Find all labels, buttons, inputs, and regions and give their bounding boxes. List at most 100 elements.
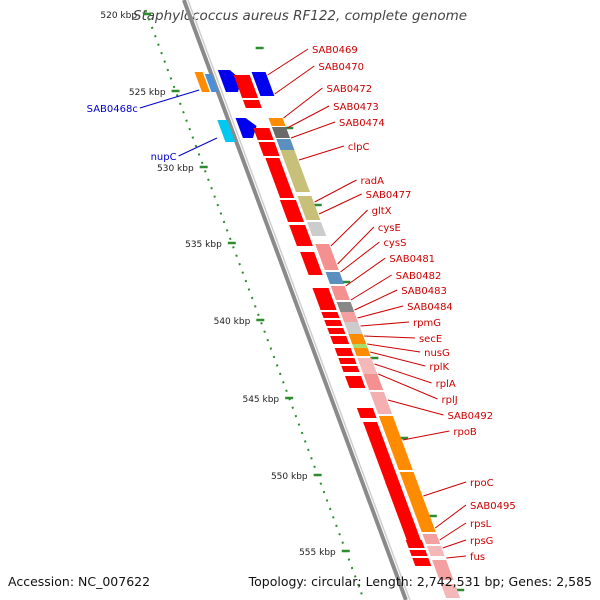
genome-summary: Topology: circular; Length: 2,742,531 bp… xyxy=(248,574,592,589)
reverse-gene-block xyxy=(194,72,210,92)
forward-gene-leader xyxy=(357,305,404,319)
forward-gene-label: SAB0495 xyxy=(470,501,516,512)
forward-gene-block xyxy=(300,252,323,275)
forward-gene-arrow xyxy=(405,540,425,548)
forward-gene-leader xyxy=(337,226,375,265)
forward-gene-leader xyxy=(354,289,398,311)
forward-gene-label: rpmG xyxy=(413,318,441,329)
reverse-gene-block xyxy=(217,120,236,142)
forward-gene-label: SAB0477 xyxy=(366,190,412,201)
genome-backbone xyxy=(182,0,408,600)
forward-gene-block xyxy=(251,72,275,96)
forward-gene-block xyxy=(265,158,295,198)
ruler-label: 555 kbp xyxy=(299,548,336,558)
forward-gene-block xyxy=(363,374,384,390)
forward-gene-leader xyxy=(290,121,336,139)
forward-gene-label: secE xyxy=(419,334,442,345)
forward-gene-block xyxy=(353,348,371,356)
forward-gene-block xyxy=(399,472,436,532)
forward-gene-leader xyxy=(330,209,368,247)
forward-gene-arrow xyxy=(409,550,428,556)
forward-gene-label: fus xyxy=(470,552,485,563)
forward-gene-leader xyxy=(360,321,410,327)
reverse-gene-label: nupC xyxy=(151,152,177,163)
forward-gene-label: SAB0482 xyxy=(396,271,442,282)
forward-gene-label: SAB0483 xyxy=(401,286,447,297)
ruler-label: 530 kbp xyxy=(157,164,194,174)
forward-gene-label: SAB0469 xyxy=(312,45,358,56)
forward-gene-arrow xyxy=(242,100,262,108)
forward-gene-label: cysS xyxy=(383,238,406,249)
forward-gene-label: SAB0474 xyxy=(339,118,385,129)
forward-gene-block xyxy=(276,139,295,150)
genome-backbone-shadow xyxy=(187,0,411,600)
forward-gene-leader xyxy=(446,555,467,559)
forward-gene-block xyxy=(271,127,290,138)
forward-gene-label: gltX xyxy=(372,206,392,217)
ruler-label: 545 kbp xyxy=(242,395,279,405)
reverse-gene-leader xyxy=(139,89,200,109)
forward-gene-label: nusG xyxy=(424,348,450,359)
forward-gene-block xyxy=(340,312,359,322)
forward-gene-arrow xyxy=(345,376,366,388)
forward-gene-label: cysE xyxy=(378,223,401,234)
forward-gene-arrow xyxy=(338,358,357,364)
forward-gene-arrow xyxy=(327,328,346,334)
accession-label: Accession: NC_007622 xyxy=(8,574,151,589)
reverse-gene-label: SAB0468c xyxy=(87,104,138,115)
forward-gene-label: rplJ xyxy=(442,395,458,406)
ruler-label: 540 kbp xyxy=(214,317,251,327)
forward-gene-block xyxy=(426,546,445,556)
forward-gene-leader xyxy=(314,179,357,203)
forward-gene-block xyxy=(369,392,393,414)
forward-gene-label: SAB0470 xyxy=(318,62,364,73)
forward-gene-block xyxy=(352,344,368,348)
forward-gene-block xyxy=(348,334,367,344)
forward-gene-label: rplA xyxy=(436,379,456,390)
forward-gene-leader xyxy=(423,481,467,497)
forward-gene-block xyxy=(385,482,421,540)
forward-gene-block xyxy=(422,534,441,544)
forward-gene-leader xyxy=(274,65,315,95)
forward-gene-leader xyxy=(340,241,380,273)
forward-gene-label: SAB0492 xyxy=(447,411,493,422)
forward-gene-leader xyxy=(370,351,426,367)
forward-gene-label: SAB0472 xyxy=(326,84,372,95)
forward-gene-block xyxy=(363,422,402,488)
forward-gene-leader xyxy=(287,105,330,129)
forward-gene-leader xyxy=(374,363,432,384)
forward-gene-leader xyxy=(439,522,467,541)
forward-gene-block xyxy=(344,322,363,334)
forward-gene-label: rpoB xyxy=(453,427,477,438)
ruler-label: 525 kbp xyxy=(129,88,166,98)
forward-gene-leader xyxy=(318,193,362,215)
forward-gene-block xyxy=(432,560,454,580)
forward-gene-label: rplK xyxy=(429,362,449,373)
forward-gene-leader xyxy=(345,257,386,287)
forward-gene-label: clpC xyxy=(348,142,370,153)
forward-gene-arrow xyxy=(289,225,313,246)
forward-gene-arrow xyxy=(341,366,360,372)
forward-gene-block xyxy=(307,222,327,236)
ruler-label: 535 kbp xyxy=(185,240,222,250)
ruler-label: 550 kbp xyxy=(271,472,308,482)
forward-gene-block xyxy=(315,244,339,270)
forward-gene-arrow xyxy=(321,312,340,318)
forward-gene-leader xyxy=(350,274,392,301)
forward-gene-label: rpoC xyxy=(470,478,494,489)
ruler-label: 520 kbp xyxy=(100,11,137,21)
reverse-gene-arrow xyxy=(235,118,257,138)
forward-gene-label: radA xyxy=(361,176,385,187)
forward-gene-arrow xyxy=(334,348,354,356)
forward-gene-leader xyxy=(298,145,345,161)
forward-gene-label: rpsL xyxy=(470,519,492,530)
forward-gene-arrow xyxy=(330,336,350,344)
forward-gene-arrow xyxy=(279,200,305,222)
forward-gene-block xyxy=(440,584,461,598)
forward-gene-block xyxy=(336,302,355,312)
forward-gene-arrow xyxy=(253,128,274,140)
forward-gene-leader xyxy=(387,399,444,416)
forward-gene-label: SAB0481 xyxy=(389,254,435,265)
forward-gene-block xyxy=(325,272,344,284)
